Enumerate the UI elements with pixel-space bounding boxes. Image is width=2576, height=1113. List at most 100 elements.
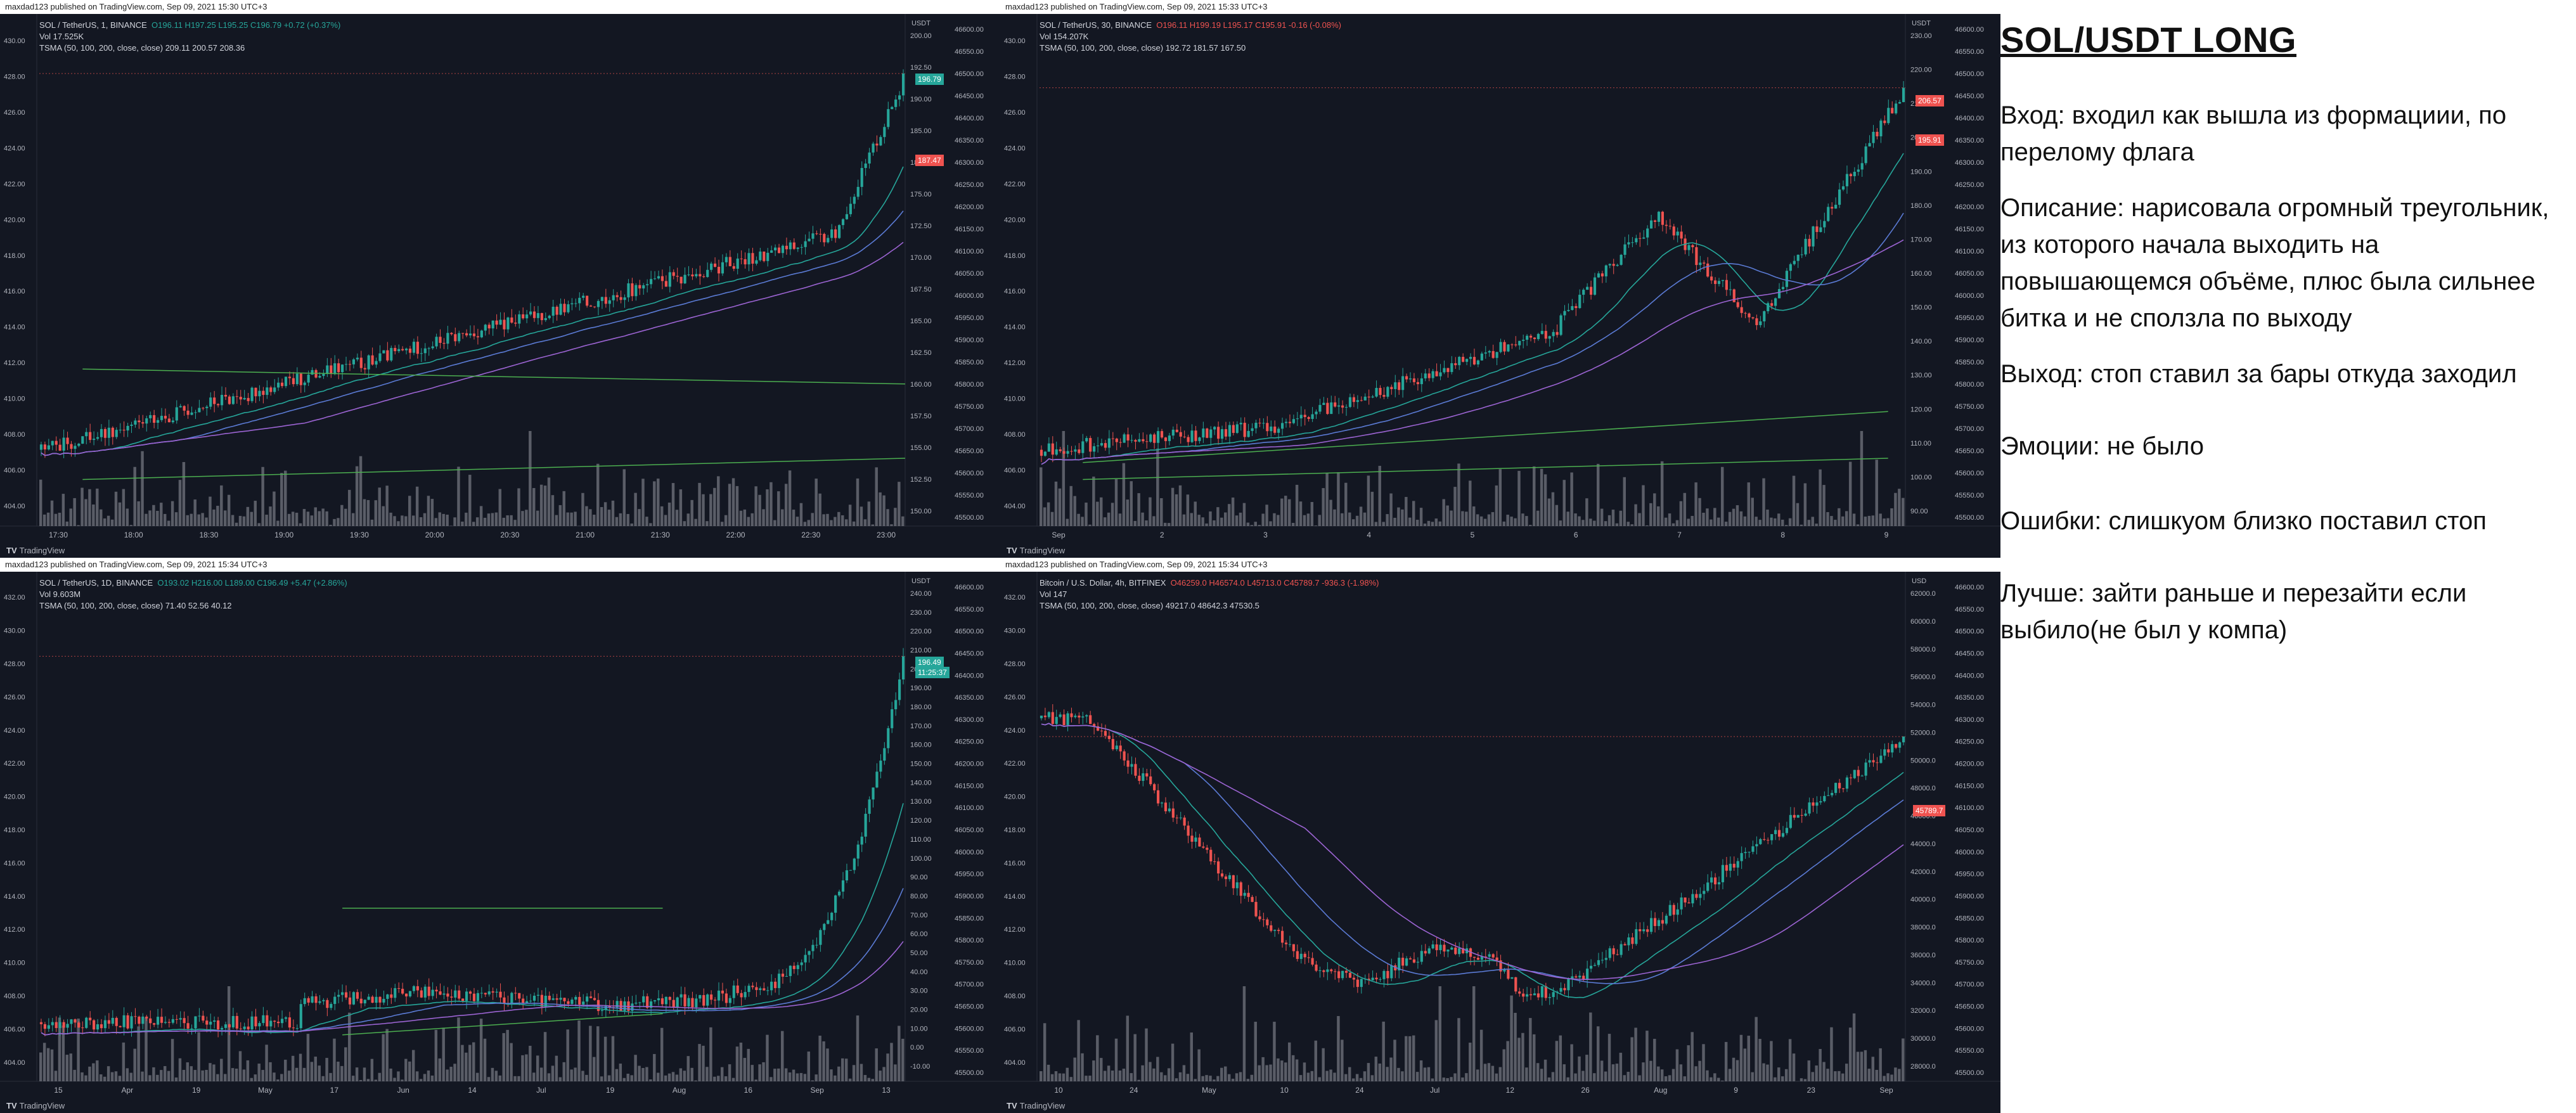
candle-body [702, 276, 705, 278]
brand-text: TradingView [1019, 1101, 1066, 1110]
candle-body [235, 1015, 238, 1029]
left-axis-label: 416.00 [1004, 288, 1026, 295]
candle-body [1763, 839, 1766, 840]
volume-bar [754, 1079, 757, 1081]
far-axis-label: 46500.00 [1955, 70, 1984, 78]
candle-body [1612, 948, 1615, 955]
notes-exit: Выход: стоп ставил за бары откуда заходи… [2000, 360, 2517, 388]
volume-bar [1133, 520, 1137, 526]
chart-panel-sol-1m[interactable]: maxdad123 published on TradingView.com, … [0, 0, 1000, 558]
volume-bar [1250, 1074, 1254, 1081]
candle-body [1458, 948, 1461, 955]
candle-body [1657, 920, 1661, 927]
candle-body [849, 203, 852, 214]
volume-bar [615, 1069, 619, 1081]
candle-body [1868, 143, 1871, 147]
volume-bar [80, 1072, 84, 1081]
candle-body [359, 998, 363, 1003]
candle-body [1522, 340, 1525, 341]
chart-canvas[interactable]: 404.00406.00408.00410.00412.00414.00416.… [0, 558, 1000, 1113]
volume-bar [686, 513, 690, 526]
far-axis-label: 46300.00 [1955, 159, 1984, 167]
chart-canvas[interactable]: 404.00406.00408.00410.00412.00414.00416.… [0, 0, 1000, 558]
candle-body [288, 1017, 292, 1028]
volume-bar [822, 1041, 825, 1081]
volume-bar [197, 1032, 200, 1081]
right-axis-label: 230.00 [1910, 32, 1932, 40]
far-axis-label: 46400.00 [1955, 672, 1984, 679]
volume-bar [498, 1075, 502, 1081]
volume-line: Vol 147 [1040, 589, 1067, 599]
volume-bar [890, 1043, 893, 1081]
candle-body [1435, 944, 1438, 951]
volume-bar [1393, 517, 1396, 526]
candle-body [1631, 937, 1634, 944]
candle-body [1823, 221, 1826, 228]
volume-bar [1852, 513, 1856, 526]
volume-bar [837, 511, 840, 526]
candle-body [522, 998, 525, 1004]
volume-bar [209, 496, 212, 526]
moving-average-line [1041, 723, 1904, 981]
candle-body [1330, 969, 1333, 972]
chart-canvas[interactable]: 404.00406.00408.00410.00412.00414.00416.… [1000, 558, 2000, 1113]
volume-bar [1190, 1032, 1194, 1081]
candle-body [1303, 953, 1306, 958]
volume-bar [863, 519, 867, 526]
tradingview-logo[interactable]: TV TradingView [6, 546, 65, 555]
volume-bar [901, 1038, 905, 1081]
candle-body [1277, 929, 1280, 931]
candle-body [352, 992, 355, 1005]
candle-body [1078, 449, 1081, 453]
volume-bar [852, 1065, 856, 1081]
chart-panel-btc-4h[interactable]: maxdad123 published on TradingView.com, … [1000, 558, 2000, 1113]
candle-body [875, 771, 879, 788]
candle-body [536, 994, 540, 996]
candle-body [887, 109, 890, 127]
chart-canvas[interactable]: 404.00406.00408.00410.00412.00414.00416.… [1000, 0, 2000, 558]
candle-body [1627, 242, 1630, 245]
volume-bar [1671, 523, 1675, 526]
candle-body [295, 373, 299, 385]
volume-bar [1152, 516, 1156, 526]
volume-bar [54, 513, 58, 526]
candle-body [250, 387, 254, 401]
chart-panel-sol-30m[interactable]: maxdad123 published on TradingView.com, … [1000, 0, 2000, 558]
time-axis-label: 9 [1734, 1086, 1738, 1095]
right-axis-label: 160.00 [1910, 270, 1932, 278]
candle-body [446, 333, 449, 344]
candle-body [559, 998, 562, 1000]
candle-body [284, 1017, 288, 1019]
candle-body [446, 993, 449, 997]
chart-panel-sol-1d[interactable]: maxdad123 published on TradingView.com, … [0, 558, 1000, 1113]
tradingview-logo[interactable]: TV TradingView [6, 1101, 65, 1110]
volume-bar [205, 517, 208, 526]
candle-body [1755, 318, 1758, 325]
candle-body [1653, 918, 1657, 927]
volume-bar [622, 469, 626, 526]
volume-bar [61, 1026, 65, 1081]
volume-bar [1314, 525, 1317, 526]
volume-bar [506, 1029, 509, 1081]
volume-bar [841, 1058, 844, 1081]
candle-body [228, 1024, 231, 1027]
tradingview-logo[interactable]: TV TradingView [1007, 1101, 1065, 1110]
candle-body [1315, 964, 1318, 971]
volume-bar [1442, 499, 1445, 526]
volume-bar [649, 1079, 652, 1081]
candle-body [1555, 331, 1559, 335]
volume-bar [1664, 1076, 1668, 1081]
volume-bar [1713, 508, 1716, 526]
candle-body [1307, 417, 1310, 419]
volume-bar [137, 501, 140, 526]
tradingview-logo[interactable]: TV TradingView [1007, 546, 1065, 555]
volume-bar [483, 1038, 487, 1081]
volume-bar [348, 1012, 351, 1081]
volume-bar [1585, 498, 1588, 526]
candle-body [356, 357, 359, 359]
candle-body [1661, 212, 1665, 225]
volume-bar [894, 1064, 897, 1081]
volume-bar [1058, 1073, 1062, 1081]
candle-body [823, 923, 826, 930]
volume-bar [1167, 523, 1171, 526]
